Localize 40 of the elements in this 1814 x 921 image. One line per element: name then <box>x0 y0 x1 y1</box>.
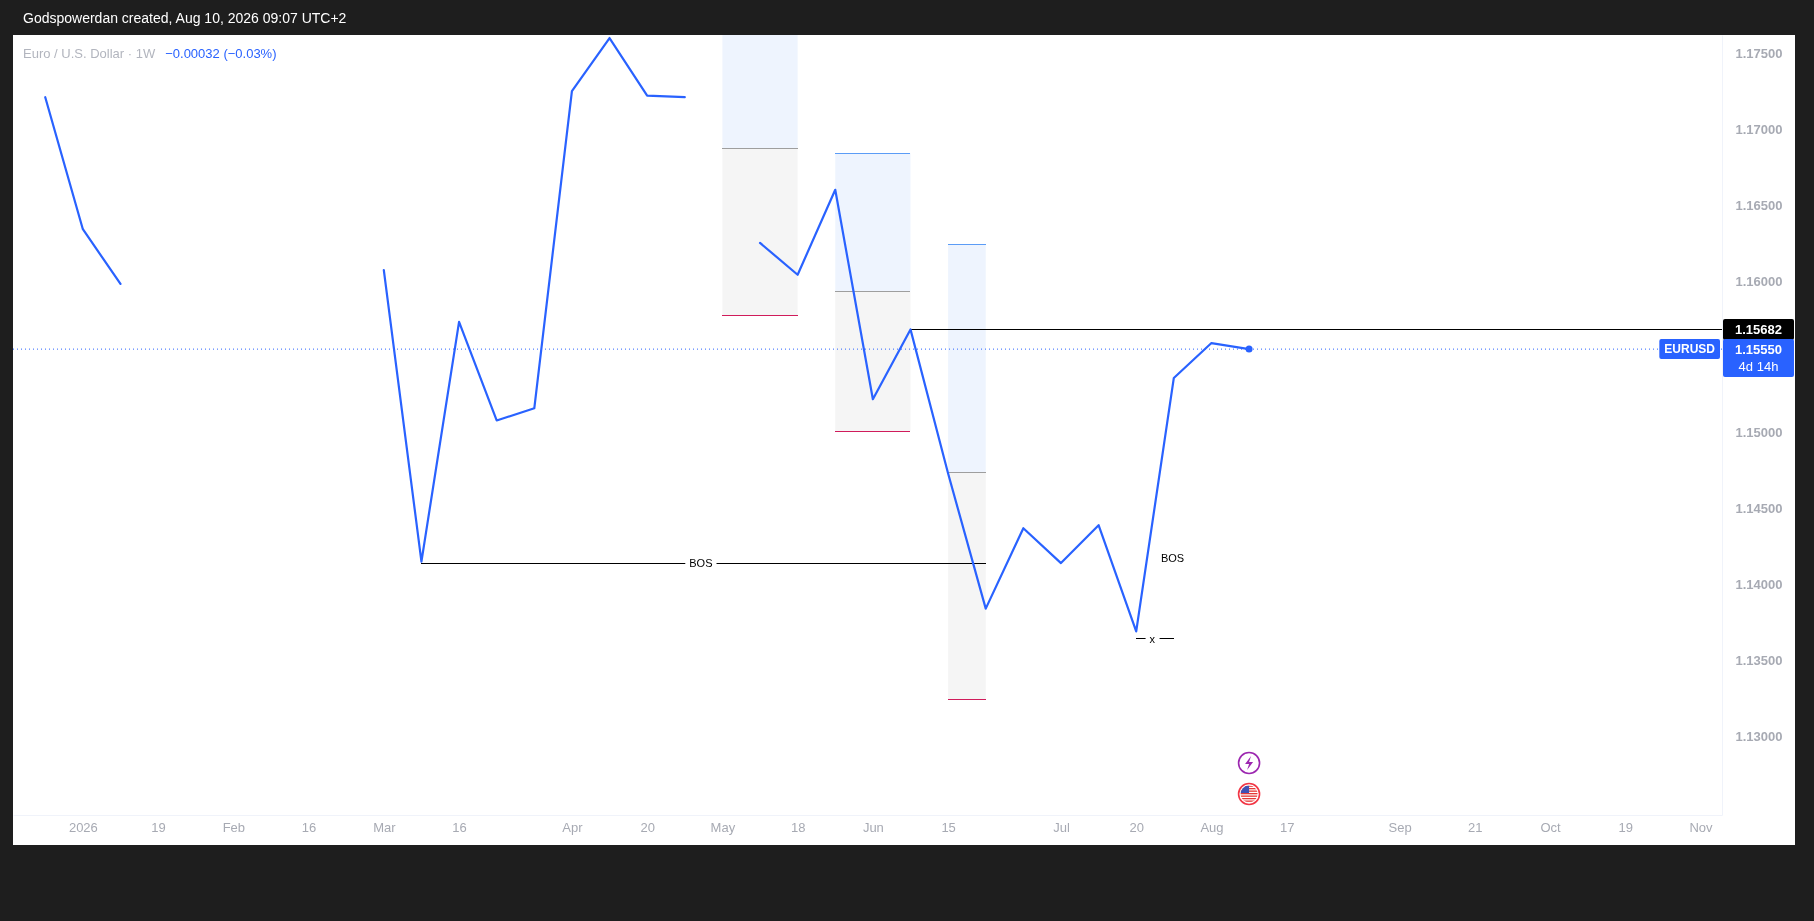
x-tick-label: 20 <box>1129 820 1144 836</box>
y-tick-label: 1.14500 <box>1735 501 1783 517</box>
y-tick-label: 1.16500 <box>1735 197 1783 213</box>
x-tick-label: 19 <box>1618 820 1633 836</box>
text: Euro / U.S. Dollar · 1W <box>23 45 156 61</box>
x-tick-label: 17 <box>1279 820 1295 836</box>
y-tick-label: 1.13500 <box>1735 652 1783 668</box>
x-tick-label: Apr <box>562 820 584 836</box>
x-tick-label: Oct <box>1540 820 1562 836</box>
x-tick-label: 18 <box>790 820 806 836</box>
x-tick-label: 16 <box>452 820 467 836</box>
y-tick-label: 1.17000 <box>1735 121 1783 137</box>
text: 4d 14h <box>1738 358 1779 374</box>
x-tick-label: Mar <box>373 820 397 836</box>
x-tick-label: Feb <box>222 820 246 836</box>
annotation: BOS <box>689 556 713 569</box>
y-tick-label: 1.15000 <box>1735 425 1783 441</box>
x-tick-label: Jun <box>862 820 884 836</box>
ref-line-label: 1.15550 <box>1735 341 1782 357</box>
x-tick-label: May <box>710 820 736 836</box>
text: EURUSD <box>1664 342 1716 357</box>
x-tick-label: 20 <box>640 820 655 836</box>
y-tick-label: 1.17500 <box>1735 45 1783 61</box>
text: −0.00032 (−0.03%) <box>165 45 277 61</box>
x-tick-label: 21 <box>1468 820 1483 836</box>
x-tick-label: Aug <box>1200 820 1224 836</box>
x-tick-label: Nov <box>1689 820 1714 836</box>
text: Godspowerdan created, Aug 10, 2026 09:07 UTC+2 <box>23 9 347 26</box>
annotation: 1.15682 <box>1735 321 1782 337</box>
x-tick-label: Jul <box>1053 820 1070 836</box>
y-tick-label: 1.14000 <box>1735 577 1783 592</box>
x-tick-label: Sep <box>1388 820 1412 836</box>
x-tick-label: 15 <box>941 820 956 836</box>
annotation: x <box>1149 632 1156 645</box>
x-tick-label: 16 <box>301 820 317 836</box>
x-tick-label: 19 <box>151 820 166 836</box>
x-tick-label: 2026 <box>68 820 98 836</box>
y-tick-label: 1.13000 <box>1735 728 1783 744</box>
annotation: BOS <box>1160 552 1185 565</box>
y-tick-label: 1.16000 <box>1735 273 1783 289</box>
